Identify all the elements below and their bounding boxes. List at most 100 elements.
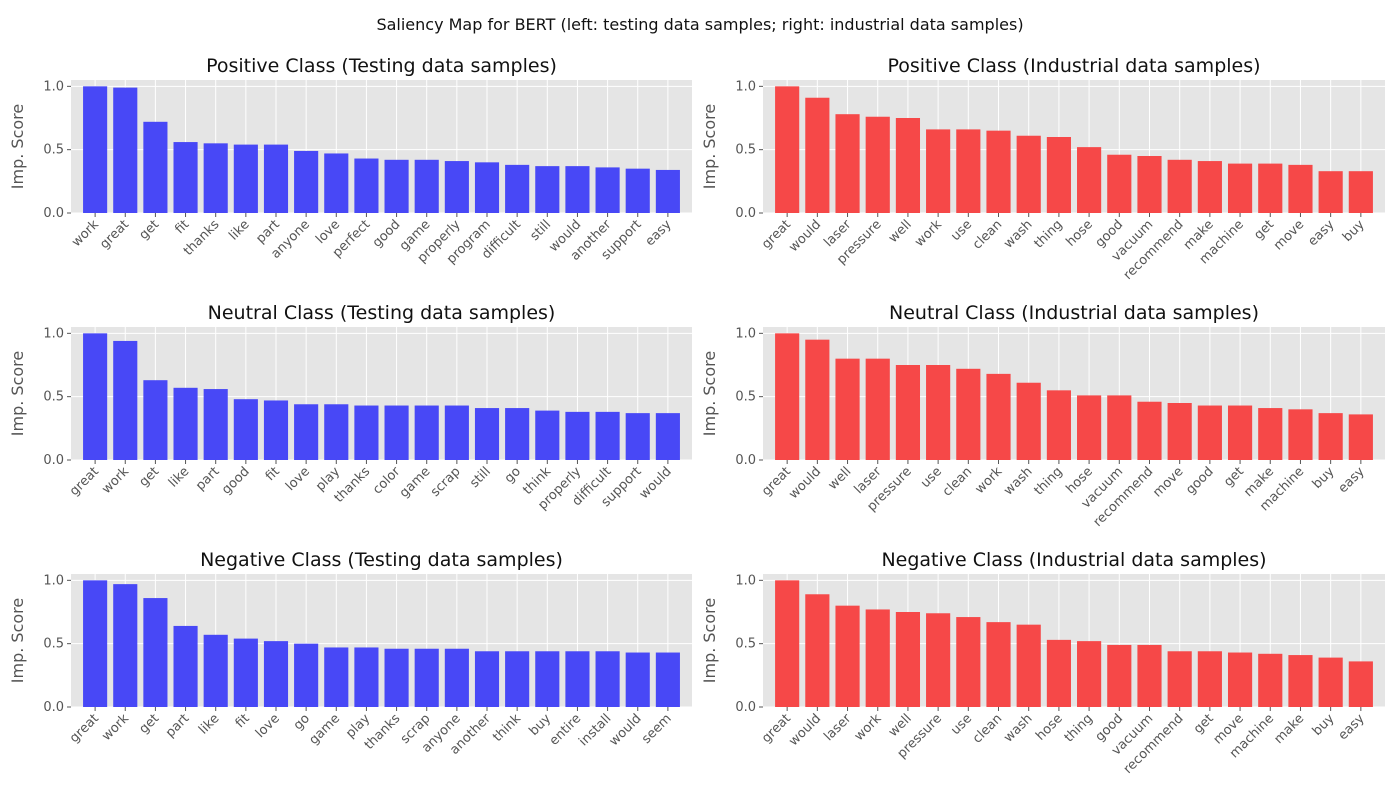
bar-still [474, 408, 500, 460]
x-tick-label: laser [821, 711, 854, 744]
x-tick-label: buy [1310, 711, 1338, 739]
bar-love [324, 153, 349, 213]
x-tick-label: work [69, 217, 102, 250]
y-axis-label: Imp. Score [8, 104, 27, 189]
bar-machine [1227, 163, 1253, 213]
bar-use [956, 617, 981, 707]
x-tick-label: work [852, 711, 885, 744]
x-tick-label: great [67, 711, 102, 746]
y-tick-label: 0.5 [735, 143, 756, 158]
bar-would [565, 166, 590, 213]
x-tick-label: entire [547, 711, 584, 748]
x-tick-label: thing [1031, 464, 1065, 498]
bar-color [384, 405, 409, 460]
bar-work [83, 86, 108, 213]
x-tick-label: clean [970, 711, 1005, 746]
y-tick-label: 0.0 [735, 453, 756, 468]
bar-recommend [1137, 401, 1162, 460]
bar-buy [1318, 657, 1343, 707]
bar-well [895, 612, 921, 707]
bar-thing [1077, 641, 1102, 707]
bar-play [324, 404, 349, 460]
x-tick-label: think [490, 711, 524, 745]
y-tick-label: 1.0 [735, 326, 756, 341]
y-tick-label: 1.0 [735, 573, 756, 588]
bar-wash [1016, 624, 1041, 707]
bar-part [263, 144, 289, 213]
bar-another [474, 651, 500, 707]
x-tick-label: thing [1031, 217, 1065, 251]
bar-properly [444, 161, 469, 213]
bar-would [805, 97, 830, 213]
x-tick-label: get [137, 464, 163, 490]
y-tick-label: 1.0 [43, 326, 64, 341]
bar-another [595, 167, 620, 213]
bar-part [203, 389, 228, 460]
bar-laser [835, 605, 860, 707]
y-tick-label: 0.5 [43, 143, 64, 158]
x-tick-label: easy [643, 217, 675, 249]
bar-great [775, 580, 800, 707]
bar-hose [1077, 395, 1102, 460]
bar-good [233, 399, 258, 460]
bar-seem [655, 652, 680, 707]
bar-get [143, 121, 168, 213]
bar-thing [1046, 390, 1071, 460]
bar-like [203, 634, 228, 707]
bar-wash [1016, 382, 1041, 460]
y-tick-label: 0.5 [735, 637, 756, 652]
bar-work [986, 373, 1011, 460]
bar-game [414, 159, 439, 213]
x-tick-label: wash [1001, 217, 1035, 251]
bar-love [263, 641, 289, 707]
x-tick-label: like [166, 464, 192, 490]
bar-work [113, 340, 138, 460]
x-tick-label: get [1251, 217, 1277, 243]
bar-anyone [294, 150, 319, 213]
x-tick-label: would [607, 711, 645, 749]
bar-laser [835, 114, 860, 213]
figure-suptitle: Saliency Map for BERT (left: testing dat… [376, 15, 1023, 34]
bar-work [113, 584, 138, 707]
bar-make [1258, 408, 1283, 460]
y-tick-label: 0.5 [43, 390, 64, 405]
bar-game [414, 405, 439, 460]
panel-title: Positive Class (Industrial data samples) [887, 55, 1260, 77]
x-tick-label: buy [1310, 464, 1338, 492]
x-tick-label: easy [1336, 711, 1368, 743]
x-tick-label: part [163, 711, 192, 740]
x-tick-label: go [502, 464, 524, 486]
bar-install [595, 651, 620, 707]
bar-program [474, 162, 500, 213]
bar-get [1197, 651, 1222, 707]
x-tick-label: well [886, 217, 915, 246]
bar-good [1197, 405, 1222, 460]
x-tick-label: easy [1336, 464, 1368, 496]
bar-still [535, 166, 560, 213]
bar-pressure [865, 116, 890, 213]
bar-get [143, 598, 168, 707]
bar-thing [1046, 137, 1071, 213]
bar-wash [1016, 135, 1041, 213]
bar-would [805, 339, 830, 460]
x-tick-label: would [786, 217, 824, 255]
y-tick-label: 0.0 [43, 206, 64, 221]
bar-anyone [444, 648, 469, 707]
bar-thanks [354, 405, 379, 460]
bar-scrap [444, 405, 469, 460]
bar-play [354, 647, 379, 707]
x-tick-label: scrap [428, 464, 464, 500]
bar-laser [865, 358, 890, 460]
y-axis-label: Imp. Score [8, 598, 27, 683]
y-tick-label: 0.0 [735, 206, 756, 221]
x-tick-label: work [99, 711, 132, 744]
bar-support [625, 413, 650, 460]
x-tick-label: work [912, 217, 945, 250]
panel-title: Neutral Class (Industrial data samples) [889, 302, 1259, 324]
x-tick-label: love [253, 711, 283, 741]
bar-clean [956, 368, 981, 460]
bar-clean [986, 622, 1011, 707]
